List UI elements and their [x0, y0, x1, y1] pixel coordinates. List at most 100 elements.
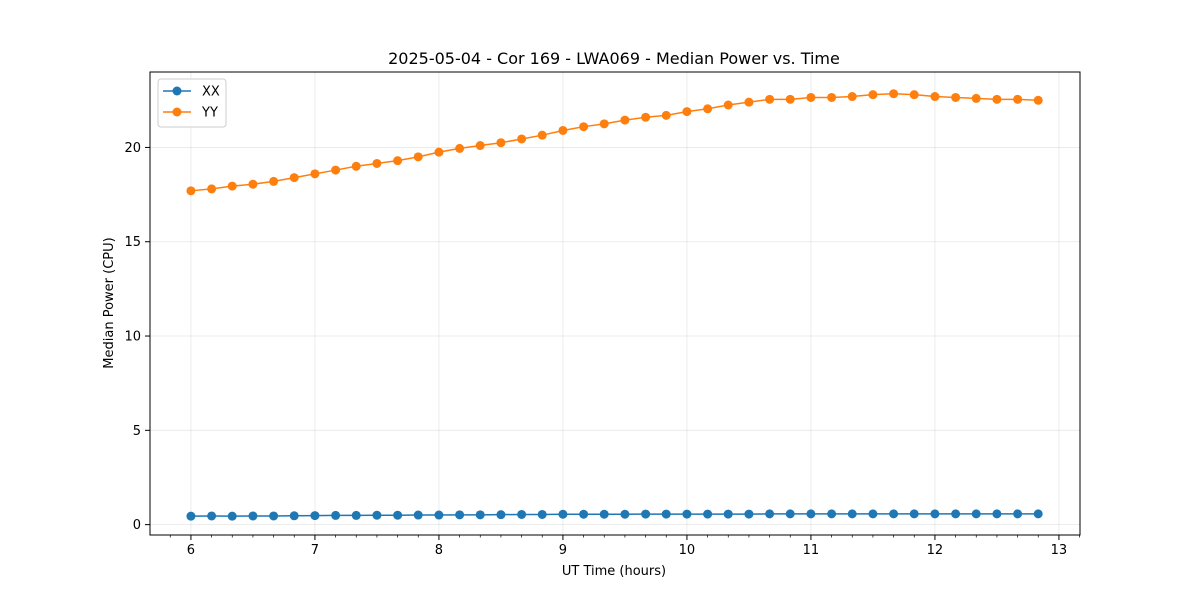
data-point-yy [372, 158, 382, 168]
data-point-yy [1033, 95, 1043, 105]
data-point-xx [806, 509, 816, 519]
data-point-xx [723, 509, 733, 519]
data-point-yy [310, 169, 320, 179]
data-point-xx [1033, 509, 1043, 519]
legend-item-yy: YY [163, 106, 218, 121]
data-point-yy [434, 147, 444, 157]
data-point-yy [785, 94, 795, 104]
data-point-yy [558, 125, 568, 135]
data-point-yy [889, 89, 899, 99]
data-point-yy [269, 176, 279, 186]
data-point-xx [372, 510, 382, 520]
data-point-yy [248, 179, 258, 189]
data-point-xx [413, 510, 423, 520]
series-layer [186, 89, 1043, 521]
y-tick-label: 10 [124, 330, 141, 345]
plot-frame [149, 71, 1081, 536]
data-point-xx [475, 510, 485, 520]
legend-item-xx: XX [163, 85, 220, 100]
series-yy [186, 89, 1043, 196]
data-point-xx [909, 509, 919, 519]
data-point-yy [909, 90, 919, 100]
x-axis: 6 7 8 9 10 11 12 13 [169, 535, 1080, 558]
data-point-xx [496, 510, 506, 520]
data-point-yy [744, 97, 754, 107]
y-tick-label: 0 [133, 518, 141, 533]
x-tick-label: 11 [803, 543, 820, 558]
x-tick-label: 9 [559, 543, 567, 558]
grid [150, 72, 1080, 535]
data-point-yy [599, 119, 609, 129]
data-point-yy [351, 161, 361, 171]
data-point-yy [537, 130, 547, 140]
data-point-xx [930, 509, 940, 519]
legend-label: XX [202, 85, 220, 100]
data-point-yy [703, 104, 713, 114]
data-point-xx [992, 509, 1002, 519]
y-tick-label: 15 [124, 235, 141, 250]
data-point-xx [455, 510, 465, 520]
data-point-xx [434, 510, 444, 520]
data-point-xx [620, 509, 630, 519]
x-tick-label: 10 [679, 543, 696, 558]
data-point-xx [227, 511, 237, 521]
x-tick-label: 12 [927, 543, 944, 558]
legend-label: YY [201, 106, 218, 121]
data-point-yy [951, 92, 961, 102]
data-point-yy [641, 112, 651, 122]
data-point-yy [186, 186, 196, 196]
data-point-yy [723, 100, 733, 110]
data-point-yy [413, 152, 423, 162]
data-point-yy [971, 93, 981, 103]
data-point-xx [641, 509, 651, 519]
data-point-yy [765, 94, 775, 104]
data-point-xx [289, 511, 299, 521]
data-point-xx [248, 511, 258, 521]
data-point-xx [889, 509, 899, 519]
data-point-xx [868, 509, 878, 519]
data-point-xx [847, 509, 857, 519]
data-point-yy [847, 92, 857, 102]
data-point-xx [661, 509, 671, 519]
chart-title: 2025-05-04 - Cor 169 - LWA069 - Median P… [388, 49, 840, 68]
data-point-yy [1013, 94, 1023, 104]
x-axis-title: UT Time (hours) [562, 564, 666, 579]
data-point-yy [868, 90, 878, 100]
data-point-yy [331, 165, 341, 175]
data-point-xx [537, 509, 547, 519]
data-point-yy [393, 156, 403, 166]
x-tick-label: 7 [311, 543, 319, 558]
data-point-yy [992, 94, 1002, 104]
legend: XX YY [157, 78, 227, 128]
x-tick-label: 8 [435, 543, 443, 558]
data-point-xx [269, 511, 279, 521]
y-tick-label: 20 [124, 141, 141, 156]
data-point-yy [806, 92, 816, 102]
data-point-xx [517, 509, 527, 519]
data-point-xx [1013, 509, 1023, 519]
data-point-yy [661, 110, 671, 120]
data-point-yy [517, 134, 527, 144]
data-point-xx [351, 510, 361, 520]
data-point-xx [558, 509, 568, 519]
data-point-xx [599, 509, 609, 519]
data-point-yy [496, 138, 506, 148]
data-point-xx [765, 509, 775, 519]
data-point-xx [971, 509, 981, 519]
data-point-xx [682, 509, 692, 519]
data-point-xx [310, 511, 320, 521]
data-point-xx [579, 509, 589, 519]
y-axis-title: Median Power (CPU) [102, 237, 117, 368]
x-tick-label: 6 [187, 543, 195, 558]
data-point-xx [703, 509, 713, 519]
data-point-xx [827, 509, 837, 519]
data-point-xx [207, 511, 217, 521]
data-point-yy [682, 107, 692, 117]
data-point-yy [289, 173, 299, 183]
data-point-xx [393, 510, 403, 520]
data-point-yy [827, 92, 837, 102]
data-point-yy [930, 92, 940, 102]
data-point-xx [785, 509, 795, 519]
data-point-xx [951, 509, 961, 519]
